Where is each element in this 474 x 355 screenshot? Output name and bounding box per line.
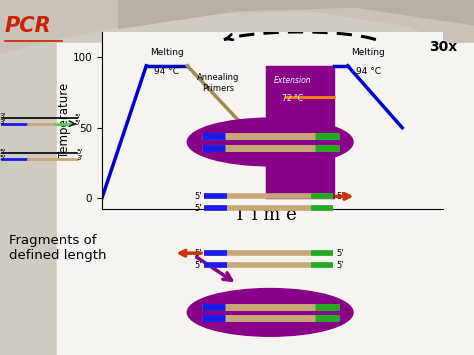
- Ellipse shape: [187, 118, 353, 166]
- Text: 3': 3': [0, 119, 6, 125]
- Text: 5': 5': [195, 261, 202, 269]
- Text: 50 °C: 50 °C: [212, 131, 237, 140]
- Text: T i m e: T i m e: [234, 206, 297, 224]
- Text: 5': 5': [77, 149, 83, 155]
- Text: 3': 3': [77, 155, 83, 162]
- Ellipse shape: [187, 289, 353, 336]
- Text: 5': 5': [337, 261, 344, 269]
- Text: Annealing
Primers: Annealing Primers: [197, 73, 239, 93]
- Text: 94 °C: 94 °C: [154, 67, 179, 76]
- Polygon shape: [118, 0, 474, 28]
- Text: 30x: 30x: [429, 40, 458, 54]
- Text: Fragments of
defined length: Fragments of defined length: [9, 234, 107, 262]
- Text: Melting: Melting: [351, 48, 385, 57]
- Text: 3': 3': [0, 113, 6, 119]
- Text: 94 °C: 94 °C: [356, 67, 381, 76]
- Text: 5': 5': [0, 149, 5, 155]
- Text: 5': 5': [0, 155, 5, 162]
- Text: Extension: Extension: [274, 76, 312, 86]
- Text: 5': 5': [337, 249, 344, 258]
- Text: 5': 5': [195, 249, 202, 258]
- Text: Melting: Melting: [150, 48, 183, 57]
- Polygon shape: [0, 0, 474, 53]
- Text: 5': 5': [75, 114, 81, 120]
- Text: 5': 5': [195, 192, 202, 201]
- Y-axis label: Temperature: Temperature: [58, 83, 71, 158]
- Text: 5': 5': [337, 192, 344, 201]
- Bar: [57, 43, 474, 355]
- Text: 5': 5': [195, 204, 202, 213]
- Text: 72 °C: 72 °C: [283, 94, 303, 103]
- Text: 5': 5': [75, 120, 81, 126]
- Text: PCR: PCR: [5, 16, 52, 36]
